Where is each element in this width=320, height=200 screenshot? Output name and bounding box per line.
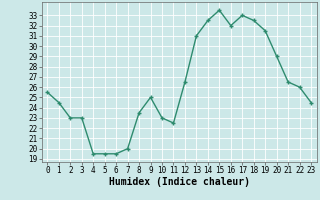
X-axis label: Humidex (Indice chaleur): Humidex (Indice chaleur) <box>109 177 250 187</box>
